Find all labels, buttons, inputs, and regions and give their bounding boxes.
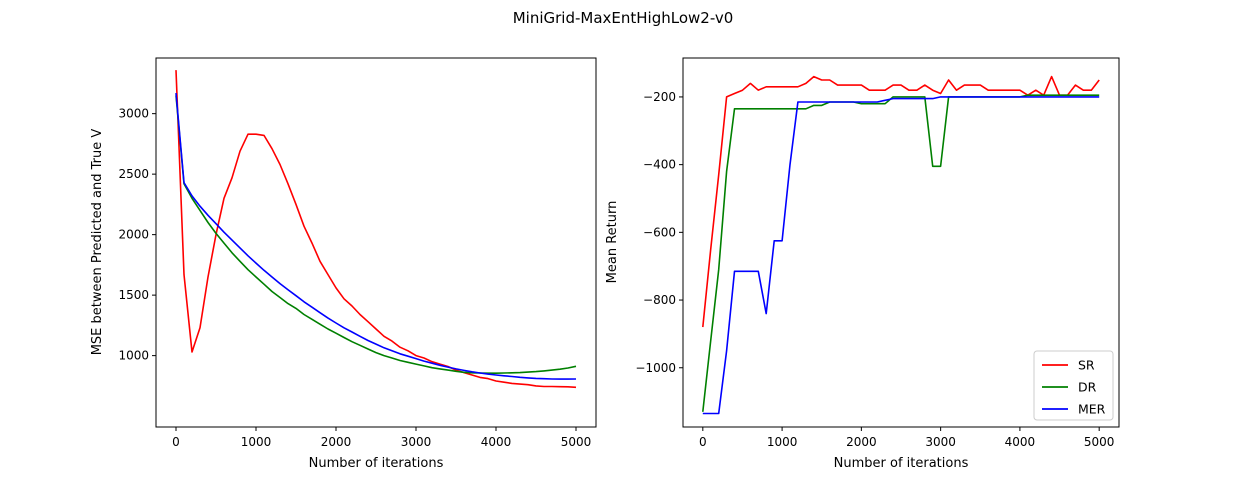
return-series-line-sr bbox=[702, 75, 1100, 328]
return-x-tick-label: 3000 bbox=[925, 435, 956, 449]
mse-x-axis-label: Number of iterations bbox=[309, 456, 444, 471]
return-x-axis-label: Number of iterations bbox=[834, 456, 969, 471]
figure-title: MiniGrid-MaxEntHighLow2-v0 bbox=[513, 9, 734, 27]
return-y-tick-label: −1000 bbox=[635, 361, 676, 375]
mse-plot-frame bbox=[155, 57, 597, 428]
return-x-tick-label: 1000 bbox=[767, 435, 798, 449]
return-x-tick-label: 4000 bbox=[1005, 435, 1036, 449]
mse-y-tick-label: 1500 bbox=[118, 288, 149, 302]
return-y-ticks: −1000 −800 −600 −400 −200 bbox=[635, 90, 683, 375]
return-series-line-mer bbox=[702, 96, 1100, 415]
return-x-tick-label: 0 bbox=[699, 435, 707, 449]
mse-x-tick-label: 5000 bbox=[561, 435, 592, 449]
return-series-lines bbox=[702, 75, 1100, 415]
mean-return-chart: 0 1000 2000 3000 4000 5000 −1000−800−600−400−… bbox=[605, 57, 1120, 471]
return-y-tick-label: −600 bbox=[643, 225, 676, 239]
mse-x-tick-label: 4000 bbox=[481, 435, 512, 449]
return-x-ticks: 0 1000 2000 3000 4000 5000 bbox=[699, 427, 1114, 449]
legend: SR DR MER bbox=[1033, 350, 1114, 421]
legend-box bbox=[1033, 350, 1114, 421]
mse-x-tick-label: 2000 bbox=[321, 435, 352, 449]
mse-series-line-2 bbox=[175, 93, 577, 380]
mse-y-tick-label: 1000 bbox=[118, 349, 149, 363]
return-y-axis-label: Mean Return bbox=[605, 201, 620, 284]
return-plot-frame bbox=[682, 57, 1120, 428]
mse-series-line-1 bbox=[175, 95, 577, 375]
return-y-tick-label: −400 bbox=[643, 158, 676, 172]
return-y-tick-label: −200 bbox=[643, 90, 676, 104]
mse-y-axis-label: MSE between Predicted and True V bbox=[90, 129, 105, 356]
return-x-tick-label: 2000 bbox=[846, 435, 877, 449]
mse-y-ticks: 1000 1500 2000 2500 3000 bbox=[118, 107, 156, 363]
mse-x-tick-label: 3000 bbox=[401, 435, 432, 449]
mse-y-tick-label: 3000 bbox=[118, 107, 149, 121]
return-x-tick-label: 5000 bbox=[1084, 435, 1115, 449]
mse-y-tick-label: 2000 bbox=[118, 228, 149, 242]
return-y-tick-label: −800 bbox=[643, 293, 676, 307]
mse-series-lines bbox=[175, 70, 577, 389]
legend-label-dr: DR bbox=[1078, 380, 1097, 395]
mse-y-tick-label: 2500 bbox=[118, 167, 149, 181]
mse-x-tick-label: 0 bbox=[172, 435, 180, 449]
legend-label-sr: SR bbox=[1078, 358, 1095, 373]
return-series-line-dr bbox=[702, 94, 1100, 412]
legend-label-mer: MER bbox=[1078, 402, 1106, 417]
mse-x-tick-label: 1000 bbox=[241, 435, 272, 449]
mse-x-ticks: 0 1000 2000 3000 4000 5000 bbox=[172, 427, 591, 449]
mse-chart: 0 1000 2000 3000 4000 5000 1000 1500 2000 2500 30… bbox=[90, 57, 597, 471]
mse-series-line-0 bbox=[175, 70, 577, 389]
legend-items: SR DR MER bbox=[1042, 358, 1106, 417]
